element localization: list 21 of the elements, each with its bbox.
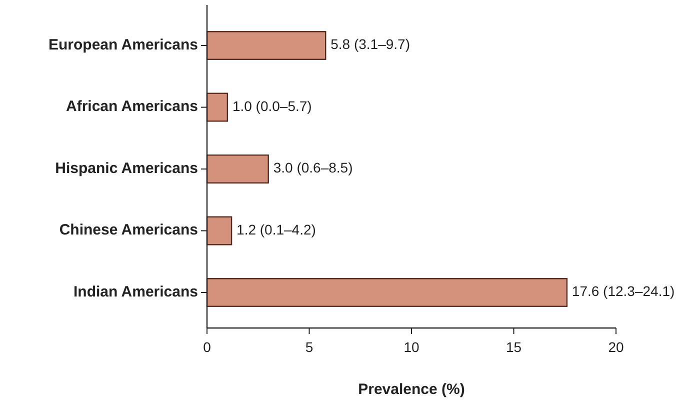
y-tick-label: European Americans [48, 36, 198, 54]
y-tick-label: Chinese Americans [59, 222, 198, 239]
bar [206, 154, 269, 184]
y-tick-label: Indian Americans [74, 283, 198, 300]
x-tick-label: 0 [203, 339, 212, 355]
y-tick-label: Hispanic Americans [55, 160, 198, 177]
data-label: 5.8 (3.1–9.7) [330, 36, 410, 52]
data-label: 1.2 (0.1–4.2) [236, 221, 316, 238]
data-label: 3.0 (0.6–8.5) [273, 160, 353, 176]
bar [206, 278, 568, 307]
bar [206, 92, 228, 122]
x-tick-label: 10 [404, 339, 420, 355]
data-label: 17.6 (12.3–24.1) [572, 283, 675, 300]
y-tick-label: African Americans [66, 98, 198, 116]
x-tick-label: 15 [506, 339, 522, 355]
bar [206, 216, 232, 246]
data-label: 1.0 (0.0–5.7) [232, 98, 312, 114]
bar [206, 31, 326, 60]
x-axis-title: Prevalence (%) [358, 381, 465, 398]
x-tick-label: 20 [608, 339, 624, 355]
x-tick-label: 5 [305, 339, 314, 355]
